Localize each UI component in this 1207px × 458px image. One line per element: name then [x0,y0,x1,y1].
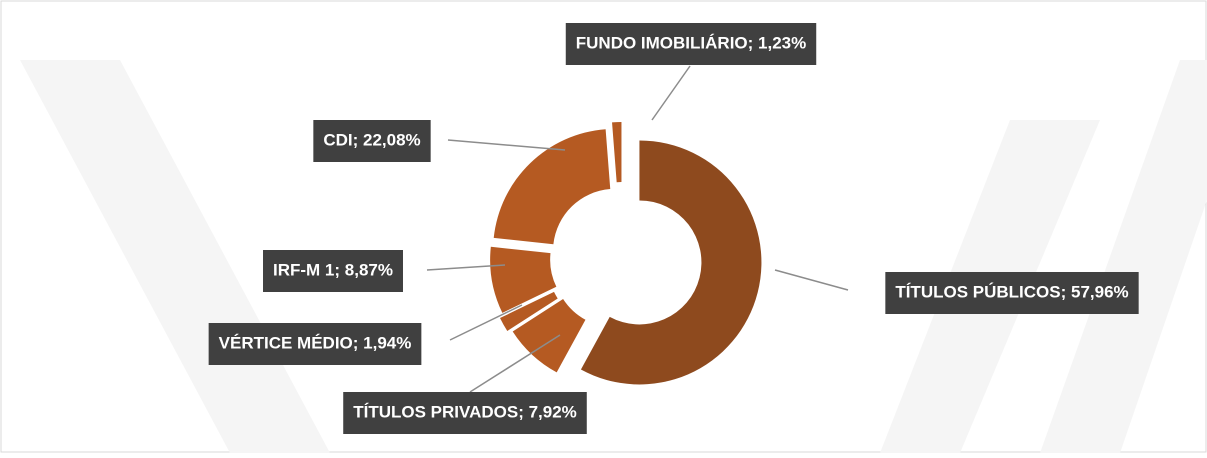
leader-line [651,65,691,121]
leader-line [469,334,561,393]
leader-line [447,139,566,151]
label-box [208,323,422,365]
data-label: TÍTULOS PRIVADOS; 7,92% [353,402,577,421]
donut-slice [490,246,557,313]
leader-line [426,264,506,271]
leader-line [449,304,523,341]
label-box [313,120,431,162]
donut-slice [512,298,586,373]
data-label: FUNDO IMOBILIÁRIO; 1,23% [576,33,806,52]
leader-line [774,269,849,291]
label-box [343,392,587,434]
label-box [885,272,1139,314]
donut-slice [612,122,622,183]
label-box [263,250,403,292]
donut-slice [493,129,611,245]
donut-slice [580,140,762,385]
data-label: TÍTULOS PÚBLICOS; 57,96% [895,282,1128,301]
label-box [565,23,817,65]
donut-slice [500,291,558,332]
watermark [1040,60,1207,453]
data-label: IRF-M 1; 8,87% [273,260,393,279]
data-label: CDI; 22,08% [323,130,420,149]
data-label: VÉRTICE MÉDIO; 1,94% [219,333,412,352]
